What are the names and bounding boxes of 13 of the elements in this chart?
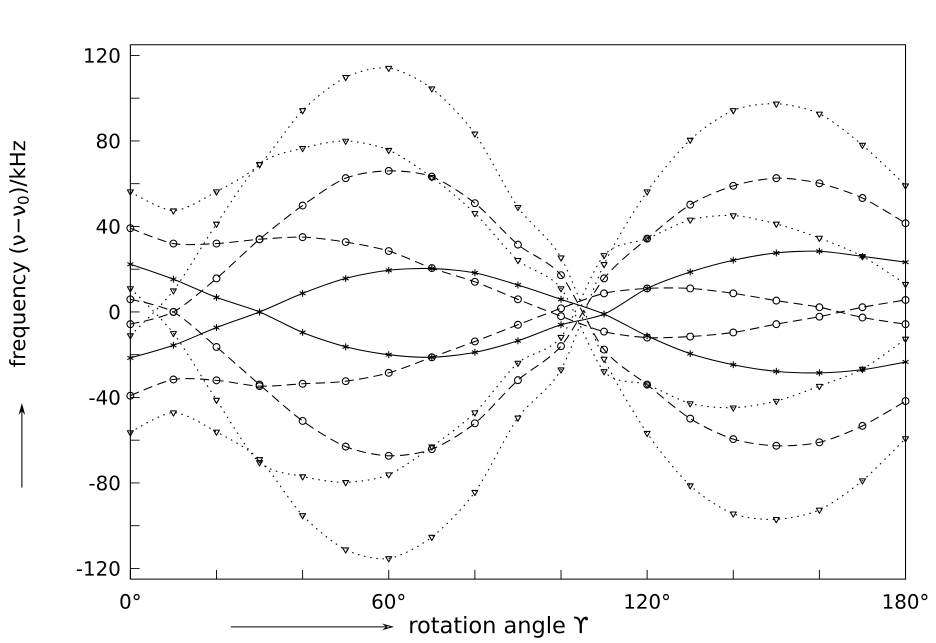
y-tick-label: 0 [110,304,120,320]
x-axis-title: rotation angle ϒ [410,616,588,638]
y-axis-title: frequency (ν−ν$_{0}$)/kHz [9,141,30,367]
y-tick-label: -80 [89,476,120,491]
y-tick-label: 120 [85,48,120,64]
x-tick-label: 180° [884,594,928,610]
x-tick-label: 60° [372,594,404,610]
x-tick-label: 120° [625,594,670,610]
y-tick-label: 80 [96,134,120,149]
y-tick-label: -40 [89,390,120,406]
y-tick-label: 40 [96,219,120,234]
x-tick-label: 0° [120,594,140,610]
y-tick-label: -120 [76,561,120,576]
